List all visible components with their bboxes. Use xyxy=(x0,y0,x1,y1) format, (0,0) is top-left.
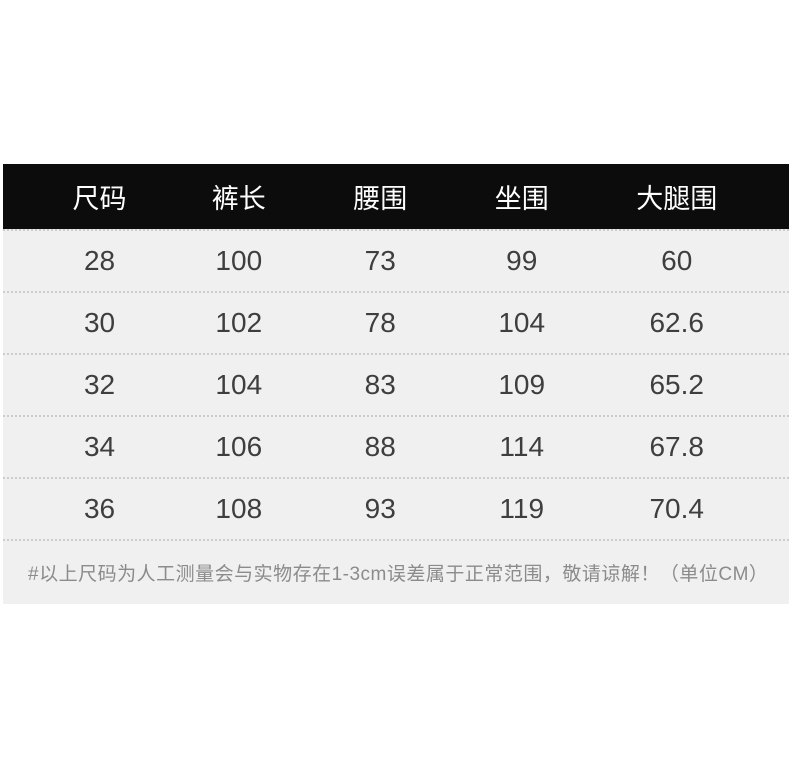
cell-thigh: 62.6 xyxy=(649,307,704,338)
cell-hip: 114 xyxy=(499,431,545,462)
header-cell-pant-length: 裤长 xyxy=(211,184,266,214)
table-row-size-36: 36 108 93 119 70.4 xyxy=(3,477,789,539)
cell-size: 28 xyxy=(83,245,116,276)
cell-thigh: 65.2 xyxy=(649,369,704,400)
cell-thigh: 70.4 xyxy=(649,493,704,524)
cell-waist: 93 xyxy=(364,493,396,524)
cell-hip: 109 xyxy=(498,369,546,400)
header-cell-size: 尺码 xyxy=(72,184,127,214)
cell-hip: 99 xyxy=(506,245,538,276)
cell-waist: 78 xyxy=(364,307,396,338)
size-chart: 尺码 裤长 腰围 坐围 大腿围 28 100 73 99 60 30 102 7… xyxy=(3,164,789,604)
cell-hip: 119 xyxy=(499,493,545,524)
header-cell-hip: 坐围 xyxy=(494,184,549,214)
size-chart-header-row: 尺码 裤长 腰围 坐围 大腿围 xyxy=(3,164,789,229)
cell-pant-length: 104 xyxy=(215,369,263,400)
cell-waist: 88 xyxy=(364,431,396,462)
measurement-note-text: #以上尺码为人工测量会与实物存在1-3cm误差属于正常范围，敬请谅解！（单位CM… xyxy=(28,564,769,585)
table-row-size-28: 28 100 73 99 60 xyxy=(3,229,789,291)
header-cell-thigh: 大腿围 xyxy=(636,184,718,214)
cell-size: 36 xyxy=(83,493,116,524)
cell-waist: 73 xyxy=(364,245,396,276)
cell-thigh: 67.8 xyxy=(649,431,704,462)
table-row-size-30: 30 102 78 104 62.6 xyxy=(3,291,789,353)
cell-hip: 104 xyxy=(498,307,546,338)
cell-size: 32 xyxy=(83,369,116,400)
header-cell-waist: 腰围 xyxy=(353,184,408,214)
cell-thigh: 60 xyxy=(661,245,693,276)
cell-pant-length: 102 xyxy=(215,307,263,338)
cell-size: 34 xyxy=(83,431,116,462)
cell-size: 30 xyxy=(83,307,116,338)
cell-pant-length: 100 xyxy=(215,245,263,276)
table-row-size-32: 32 104 83 109 65.2 xyxy=(3,353,789,415)
table-row-size-34: 34 106 88 114 67.8 xyxy=(3,415,789,477)
measurement-note: #以上尺码为人工测量会与实物存在1-3cm误差属于正常范围，敬请谅解！（单位CM… xyxy=(3,539,789,604)
cell-pant-length: 108 xyxy=(215,493,263,524)
cell-pant-length: 106 xyxy=(215,431,263,462)
cell-waist: 83 xyxy=(364,369,396,400)
